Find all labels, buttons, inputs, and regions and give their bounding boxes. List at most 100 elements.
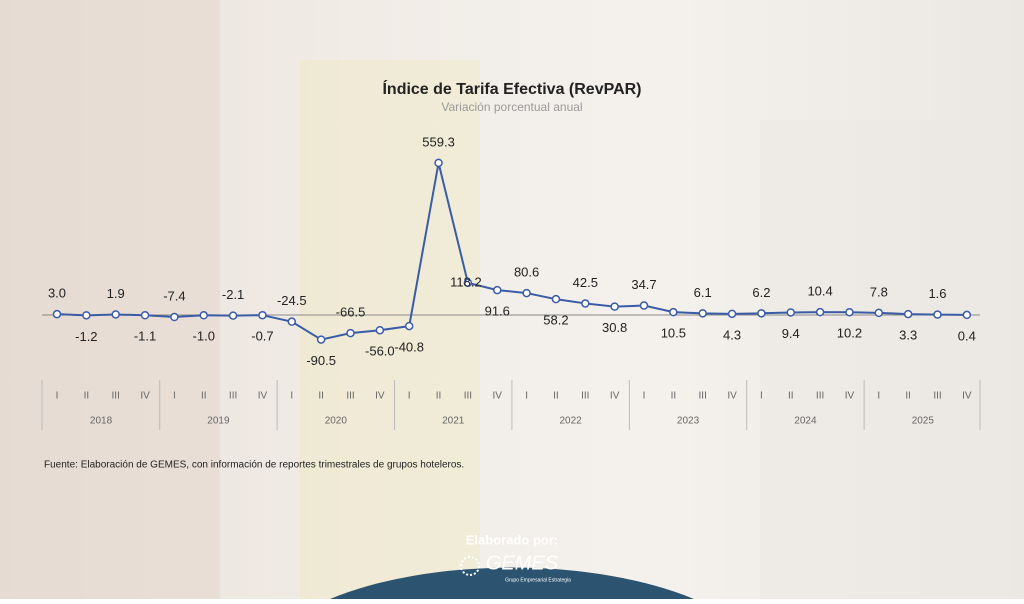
marker <box>463 278 473 288</box>
x-tick-label: II <box>436 391 442 402</box>
x-tick-label: III <box>816 391 824 402</box>
data-label: 80.6 <box>514 265 539 280</box>
data-label: 1.9 <box>107 286 125 301</box>
x-tick-label: IV <box>727 391 737 402</box>
x-tick-label: II <box>671 391 677 402</box>
data-label: 10.5 <box>661 326 686 341</box>
marker <box>639 301 649 310</box>
year-label: 2018 <box>90 416 113 427</box>
marker <box>493 285 502 295</box>
x-tick-label: I <box>173 391 176 402</box>
x-tick-label: III <box>112 391 120 402</box>
x-tick-label: IV <box>493 391 503 402</box>
marker <box>786 308 795 317</box>
x-tick-label: II <box>905 391 911 402</box>
marker <box>698 309 707 318</box>
x-tick-label: III <box>933 391 941 402</box>
marker <box>669 307 678 317</box>
marker <box>404 321 414 331</box>
x-tick-label: I <box>877 391 880 402</box>
x-tick-label: III <box>229 391 237 402</box>
marker <box>434 158 443 168</box>
data-label: -66.5 <box>336 305 366 320</box>
data-label: 7.8 <box>870 284 888 299</box>
line <box>56 162 967 341</box>
marker <box>111 310 120 319</box>
data-label: 34.7 <box>631 277 656 292</box>
data-label: 1.6 <box>928 286 946 301</box>
x-tick-label: II <box>84 391 90 402</box>
data-label: -1.1 <box>134 329 156 344</box>
data-label: 58.2 <box>543 313 568 328</box>
x-tick-label: I <box>525 391 528 402</box>
data-label: 3.3 <box>899 328 917 343</box>
data-label: 559.3 <box>422 134 455 149</box>
marker <box>610 302 619 311</box>
marker <box>258 310 267 320</box>
marker <box>346 328 355 338</box>
marker <box>52 309 62 319</box>
x-tick-label: II <box>553 391 559 402</box>
x-tick-label: I <box>408 391 411 402</box>
marker <box>375 325 385 335</box>
data-label: 91.6 <box>485 304 510 319</box>
data-label: -7.4 <box>163 288 185 303</box>
x-tick-label: III <box>699 391 707 402</box>
x-tick-label: IV <box>140 391 150 402</box>
data-label: 42.5 <box>573 275 598 290</box>
data-label: 4.3 <box>723 327 741 342</box>
x-tick-label: I <box>643 391 646 402</box>
data-label: 30.8 <box>602 320 627 335</box>
x-tick-label: I <box>760 391 763 402</box>
x-tick-label: IV <box>845 391 855 402</box>
logo-icon <box>460 556 480 576</box>
year-label: 2022 <box>560 416 583 427</box>
x-tick-label: II <box>788 391 794 402</box>
chart-subtitle: Variación porcentual anual <box>441 100 582 114</box>
marker <box>874 308 884 318</box>
marker <box>228 311 238 320</box>
marker <box>581 299 590 308</box>
x-tick-label: IV <box>610 391 620 402</box>
data-label: -90.5 <box>306 353 336 368</box>
data-label: -24.5 <box>277 293 307 308</box>
year-label: 2023 <box>677 416 700 427</box>
data-label: -0.7 <box>251 329 273 344</box>
marker <box>170 312 179 322</box>
data-label: 9.4 <box>782 326 800 341</box>
marker <box>933 310 942 319</box>
marker <box>727 309 737 319</box>
x-tick-label: II <box>318 391 324 402</box>
x-tick-label: I <box>56 391 59 402</box>
data-label: -56.0 <box>365 344 395 359</box>
data-label: 0.4 <box>958 328 976 343</box>
marker <box>903 309 913 319</box>
marker <box>962 310 972 320</box>
footer-label: Elaborado por: <box>466 532 558 547</box>
marker <box>199 311 208 320</box>
marker <box>551 294 561 304</box>
marker <box>522 288 531 298</box>
year-label: 2021 <box>442 416 465 427</box>
data-label: -2.1 <box>222 287 244 302</box>
x-tick-label: IV <box>258 391 268 402</box>
background-figure <box>760 120 960 599</box>
marker <box>845 307 854 317</box>
x-tick-label: IV <box>962 391 972 402</box>
data-label: -40.8 <box>394 340 424 355</box>
data-label: 6.1 <box>694 285 712 300</box>
marker <box>287 317 297 326</box>
x-tick-label: III <box>581 391 589 402</box>
year-label: 2025 <box>912 416 935 427</box>
marker <box>757 309 766 318</box>
x-tick-label: III <box>346 391 354 402</box>
year-label: 2024 <box>794 416 817 427</box>
x-tick-label: II <box>201 391 207 402</box>
data-label: 10.4 <box>807 284 832 299</box>
logo: GEMES <box>486 552 559 574</box>
marker <box>82 311 91 320</box>
logo-subtitle: Grupo Empresarial Estrategia <box>505 577 571 583</box>
x-tick-label: I <box>290 391 293 402</box>
marker <box>815 307 825 317</box>
